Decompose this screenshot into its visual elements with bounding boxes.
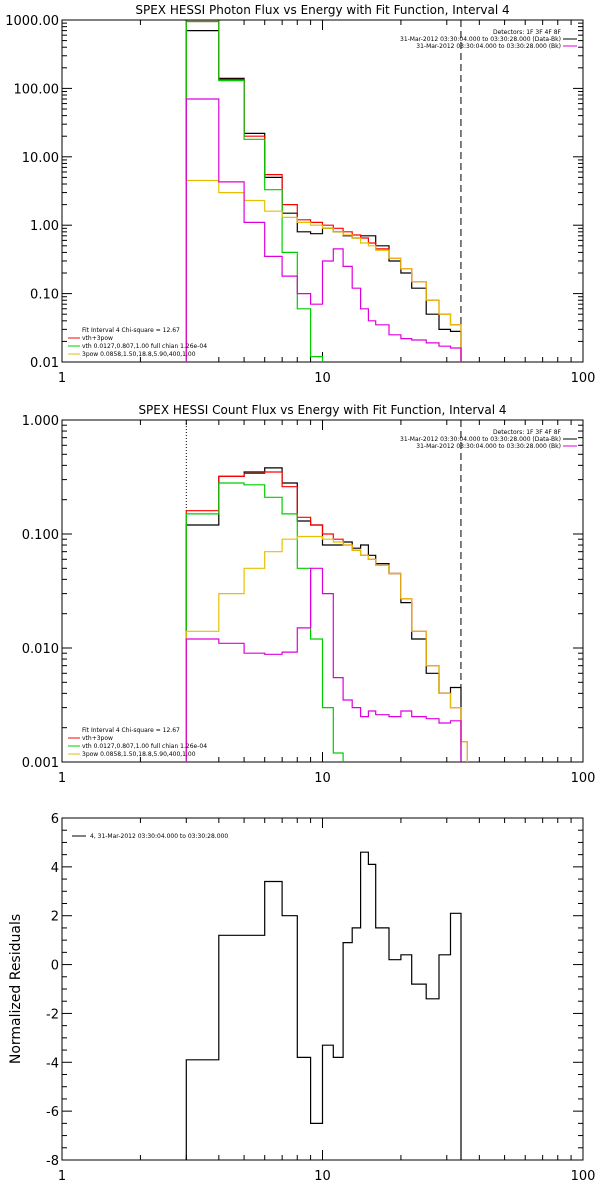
legend-entry: 4, 31-Mar-2012 03:30:04.000 to 03:30:28.…	[90, 833, 228, 840]
x-tick-label: 10	[314, 371, 331, 386]
legend-bottom-entry: 3pow 0.0858,1.50,18.8,5.90,400,1.00	[82, 751, 196, 758]
legend-bottom-entry: vth+3pow	[82, 735, 113, 742]
y-tick-label: 4	[51, 861, 59, 876]
series-data-line	[185, 30, 462, 362]
series-background-line	[185, 98, 462, 362]
series-total-line	[185, 20, 462, 362]
y-tick-label: -4	[46, 1056, 59, 1071]
series-thermal-line	[185, 20, 324, 362]
legend-top-entry: 31-Mar-2012 03:30:04.000 to 03:30:28.000…	[416, 443, 561, 450]
x-tick-label: 1	[58, 1169, 66, 1184]
legend-bottom-entry: 3pow 0.0858,1.50,18.8,5.90,400,1.00	[82, 351, 196, 358]
y-tick-label: 10.00	[22, 151, 59, 166]
y-tick-label: 0.10	[30, 288, 59, 303]
x-tick-label: 100	[571, 771, 596, 786]
y-tick-label: -8	[46, 1154, 59, 1169]
y-tick-label: -2	[46, 1007, 59, 1022]
legend-bottom-entry: vth 0.0127,0.807,1.00 full chian 1.26e-0…	[82, 743, 207, 750]
y-axis-label: Normalized Residuals	[8, 914, 24, 1064]
y-tick-label: 100.00	[14, 82, 60, 97]
y-tick-label: 6	[51, 812, 59, 827]
chart-title: SPEX HESSI Count Flux vs Energy with Fit…	[138, 403, 506, 417]
y-tick-label: 0.001	[22, 756, 59, 771]
series-power-line	[185, 179, 462, 362]
y-tick-label: 0.010	[22, 642, 59, 657]
chart-title: SPEX HESSI Photon Flux vs Energy with Fi…	[135, 3, 509, 17]
y-tick-label: 0.01	[30, 356, 59, 371]
series-background-line	[185, 567, 462, 762]
legend-bottom-entry: Fit Interval 4 Chi-square = 12.67	[82, 727, 180, 734]
series-power-line	[185, 535, 468, 762]
legend-top-entry: 31-Mar-2012 03:30:04.000 to 03:30:28.000…	[400, 436, 561, 443]
y-tick-label: 0.100	[22, 528, 59, 543]
legend-top-entry: 31-Mar-2012 03:30:04.000 to 03:30:28.000…	[400, 36, 561, 43]
series-total-line	[185, 471, 468, 762]
legend-bottom-entry: vth 0.0127,0.807,1.00 full chian 1.26e-0…	[82, 343, 207, 350]
x-tick-label: 1	[58, 771, 66, 786]
series-residuals-line	[185, 851, 462, 1160]
x-tick-label: 100	[571, 1169, 596, 1184]
x-tick-label: 10	[314, 1169, 331, 1184]
legend-top-entry: Detectors: 1F 3F 4F 8F	[493, 29, 562, 36]
y-tick-label: -6	[46, 1105, 59, 1120]
legend-top-entry: 31-Mar-2012 03:30:04.000 to 03:30:28.000…	[416, 43, 561, 50]
y-tick-label: 1.000	[22, 414, 59, 429]
y-tick-label: 1.00	[30, 219, 59, 234]
y-tick-label: 1000.00	[5, 14, 59, 29]
plot-frame	[61, 19, 584, 363]
y-tick-label: 2	[51, 910, 59, 925]
legend-top-entry: Detectors: 1F 3F 4F 8F	[493, 429, 562, 436]
x-tick-label: 10	[314, 771, 331, 786]
y-tick-label: 0	[51, 959, 59, 974]
legend-bottom-entry: vth+3pow	[82, 335, 113, 342]
x-tick-label: 100	[571, 371, 596, 386]
x-tick-label: 1	[58, 371, 66, 386]
legend-bottom-entry: Fit Interval 4 Chi-square = 12.67	[82, 327, 180, 334]
series-data-line	[185, 467, 462, 762]
series-thermal-line	[185, 482, 344, 762]
